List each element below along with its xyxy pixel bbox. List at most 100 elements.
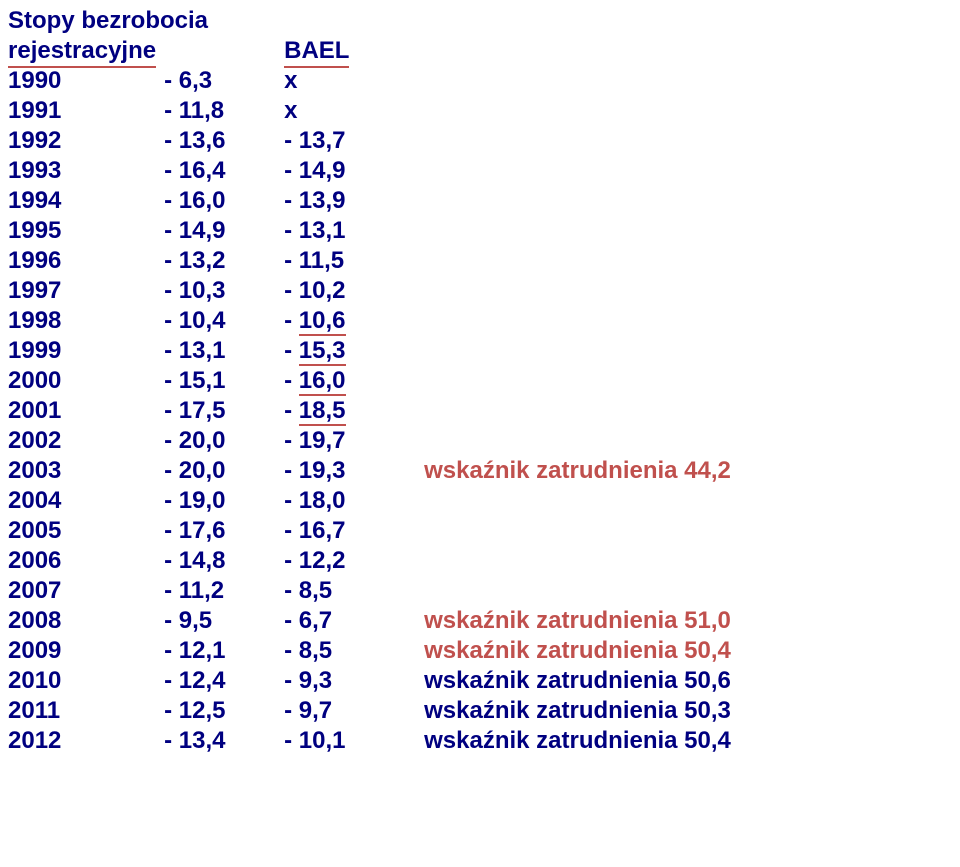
cell-bael: - 13,9 [284, 186, 424, 216]
col3-label: BAEL [284, 37, 349, 68]
cell-reg: - 11,2 [164, 576, 284, 606]
unemployment-table: Stopy bezrobocia rejestracyjne BAEL 1990… [8, 6, 952, 756]
cell-note [424, 126, 952, 156]
cell-note [424, 546, 952, 576]
cell-bael: - 13,7 [284, 126, 424, 156]
cell-reg: - 13,2 [164, 246, 284, 276]
cell-reg: - 20,0 [164, 456, 284, 486]
cell-note [424, 216, 952, 246]
cell-reg: - 16,0 [164, 186, 284, 216]
cell-reg: - 17,5 [164, 396, 284, 426]
table-row: 1999- 13,1- 15,3 [8, 336, 952, 366]
cell-note: wskaźnik zatrudnienia 44,2 [424, 456, 952, 486]
cell-reg: - 20,0 [164, 426, 284, 456]
cell-bael: - 6,7 [284, 606, 424, 636]
cell-year: 2006 [8, 546, 164, 576]
cell-note [424, 306, 952, 336]
cell-year: 1993 [8, 156, 164, 186]
cell-reg: - 13,4 [164, 726, 284, 756]
cell-note [424, 576, 952, 606]
cell-year: 2007 [8, 576, 164, 606]
cell-year: 1991 [8, 96, 164, 126]
cell-year: 1995 [8, 216, 164, 246]
cell-reg: - 13,6 [164, 126, 284, 156]
cell-bael: - 13,1 [284, 216, 424, 246]
cell-reg: - 14,8 [164, 546, 284, 576]
cell-reg: - 16,4 [164, 156, 284, 186]
table-row: 1992- 13,6- 13,7 [8, 126, 952, 156]
cell-reg: - 15,1 [164, 366, 284, 396]
cell-bael: - 16,0 [284, 366, 424, 396]
cell-year: 2000 [8, 366, 164, 396]
table-row: 2006- 14,8- 12,2 [8, 546, 952, 576]
cell-reg: - 10,3 [164, 276, 284, 306]
cell-bael: - 10,6 [284, 306, 424, 336]
cell-note: wskaźnik zatrudnienia 50,6 [424, 666, 952, 696]
cell-bael: - 11,5 [284, 246, 424, 276]
cell-bael: x [284, 66, 424, 96]
cell-bael: - 16,7 [284, 516, 424, 546]
cell-year: 1992 [8, 126, 164, 156]
table-row: 2008- 9,5- 6,7wskaźnik zatrudnienia 51,0 [8, 606, 952, 636]
cell-bael: - 8,5 [284, 576, 424, 606]
cell-year: 1990 [8, 66, 164, 96]
table-row: 2002- 20,0- 19,7 [8, 426, 952, 456]
table-row: 1990- 6,3x [8, 66, 952, 96]
table-row: 1991- 11,8x [8, 96, 952, 126]
cell-year: 2010 [8, 666, 164, 696]
cell-year: 1999 [8, 336, 164, 366]
title-line2: rejestracyjne [8, 37, 156, 68]
cell-reg: - 11,8 [164, 96, 284, 126]
cell-bael: - 8,5 [284, 636, 424, 666]
table-row: 2012- 13,4- 10,1wskaźnik zatrudnienia 50… [8, 726, 952, 756]
cell-year: 2003 [8, 456, 164, 486]
cell-note [424, 396, 952, 426]
cell-note [424, 336, 952, 366]
cell-note: wskaźnik zatrudnienia 51,0 [424, 606, 952, 636]
table-row: 2000- 15,1- 16,0 [8, 366, 952, 396]
cell-year: 2009 [8, 636, 164, 666]
cell-year: 2001 [8, 396, 164, 426]
cell-note: wskaźnik zatrudnienia 50,3 [424, 696, 952, 726]
cell-year: 2011 [8, 696, 164, 726]
title-line1: Stopy bezrobocia [8, 6, 952, 36]
cell-year: 1996 [8, 246, 164, 276]
table-row: 1993- 16,4- 14,9 [8, 156, 952, 186]
cell-bael: - 19,3 [284, 456, 424, 486]
cell-reg: - 19,0 [164, 486, 284, 516]
cell-reg: - 12,4 [164, 666, 284, 696]
cell-reg: - 17,6 [164, 516, 284, 546]
cell-year: 1997 [8, 276, 164, 306]
table-row: 1997- 10,3- 10,2 [8, 276, 952, 306]
cell-reg: - 9,5 [164, 606, 284, 636]
table-row: 1995- 14,9- 13,1 [8, 216, 952, 246]
cell-note [424, 186, 952, 216]
cell-bael: - 14,9 [284, 156, 424, 186]
cell-year: 2004 [8, 486, 164, 516]
cell-note [424, 366, 952, 396]
cell-year: 2008 [8, 606, 164, 636]
cell-bael: - 12,2 [284, 546, 424, 576]
cell-note [424, 96, 952, 126]
cell-note [424, 426, 952, 456]
table-body: Stopy bezrobocia rejestracyjne BAEL 1990… [8, 6, 952, 756]
cell-bael: - 9,7 [284, 696, 424, 726]
cell-note [424, 486, 952, 516]
table-row: 1998- 10,4- 10,6 [8, 306, 952, 336]
cell-note [424, 66, 952, 96]
table-row: 2007- 11,2- 8,5 [8, 576, 952, 606]
cell-bael: - 9,3 [284, 666, 424, 696]
cell-note: wskaźnik zatrudnienia 50,4 [424, 636, 952, 666]
table-row: 2011- 12,5- 9,7wskaźnik zatrudnienia 50,… [8, 696, 952, 726]
cell-year: 2012 [8, 726, 164, 756]
cell-bael: x [284, 96, 424, 126]
cell-year: 2002 [8, 426, 164, 456]
cell-year: 1994 [8, 186, 164, 216]
cell-bael: - 19,7 [284, 426, 424, 456]
table-row: 2004- 19,0- 18,0 [8, 486, 952, 516]
cell-note [424, 516, 952, 546]
cell-reg: - 10,4 [164, 306, 284, 336]
header-row-1: Stopy bezrobocia [8, 6, 952, 36]
cell-bael: - 18,0 [284, 486, 424, 516]
cell-reg: - 14,9 [164, 216, 284, 246]
